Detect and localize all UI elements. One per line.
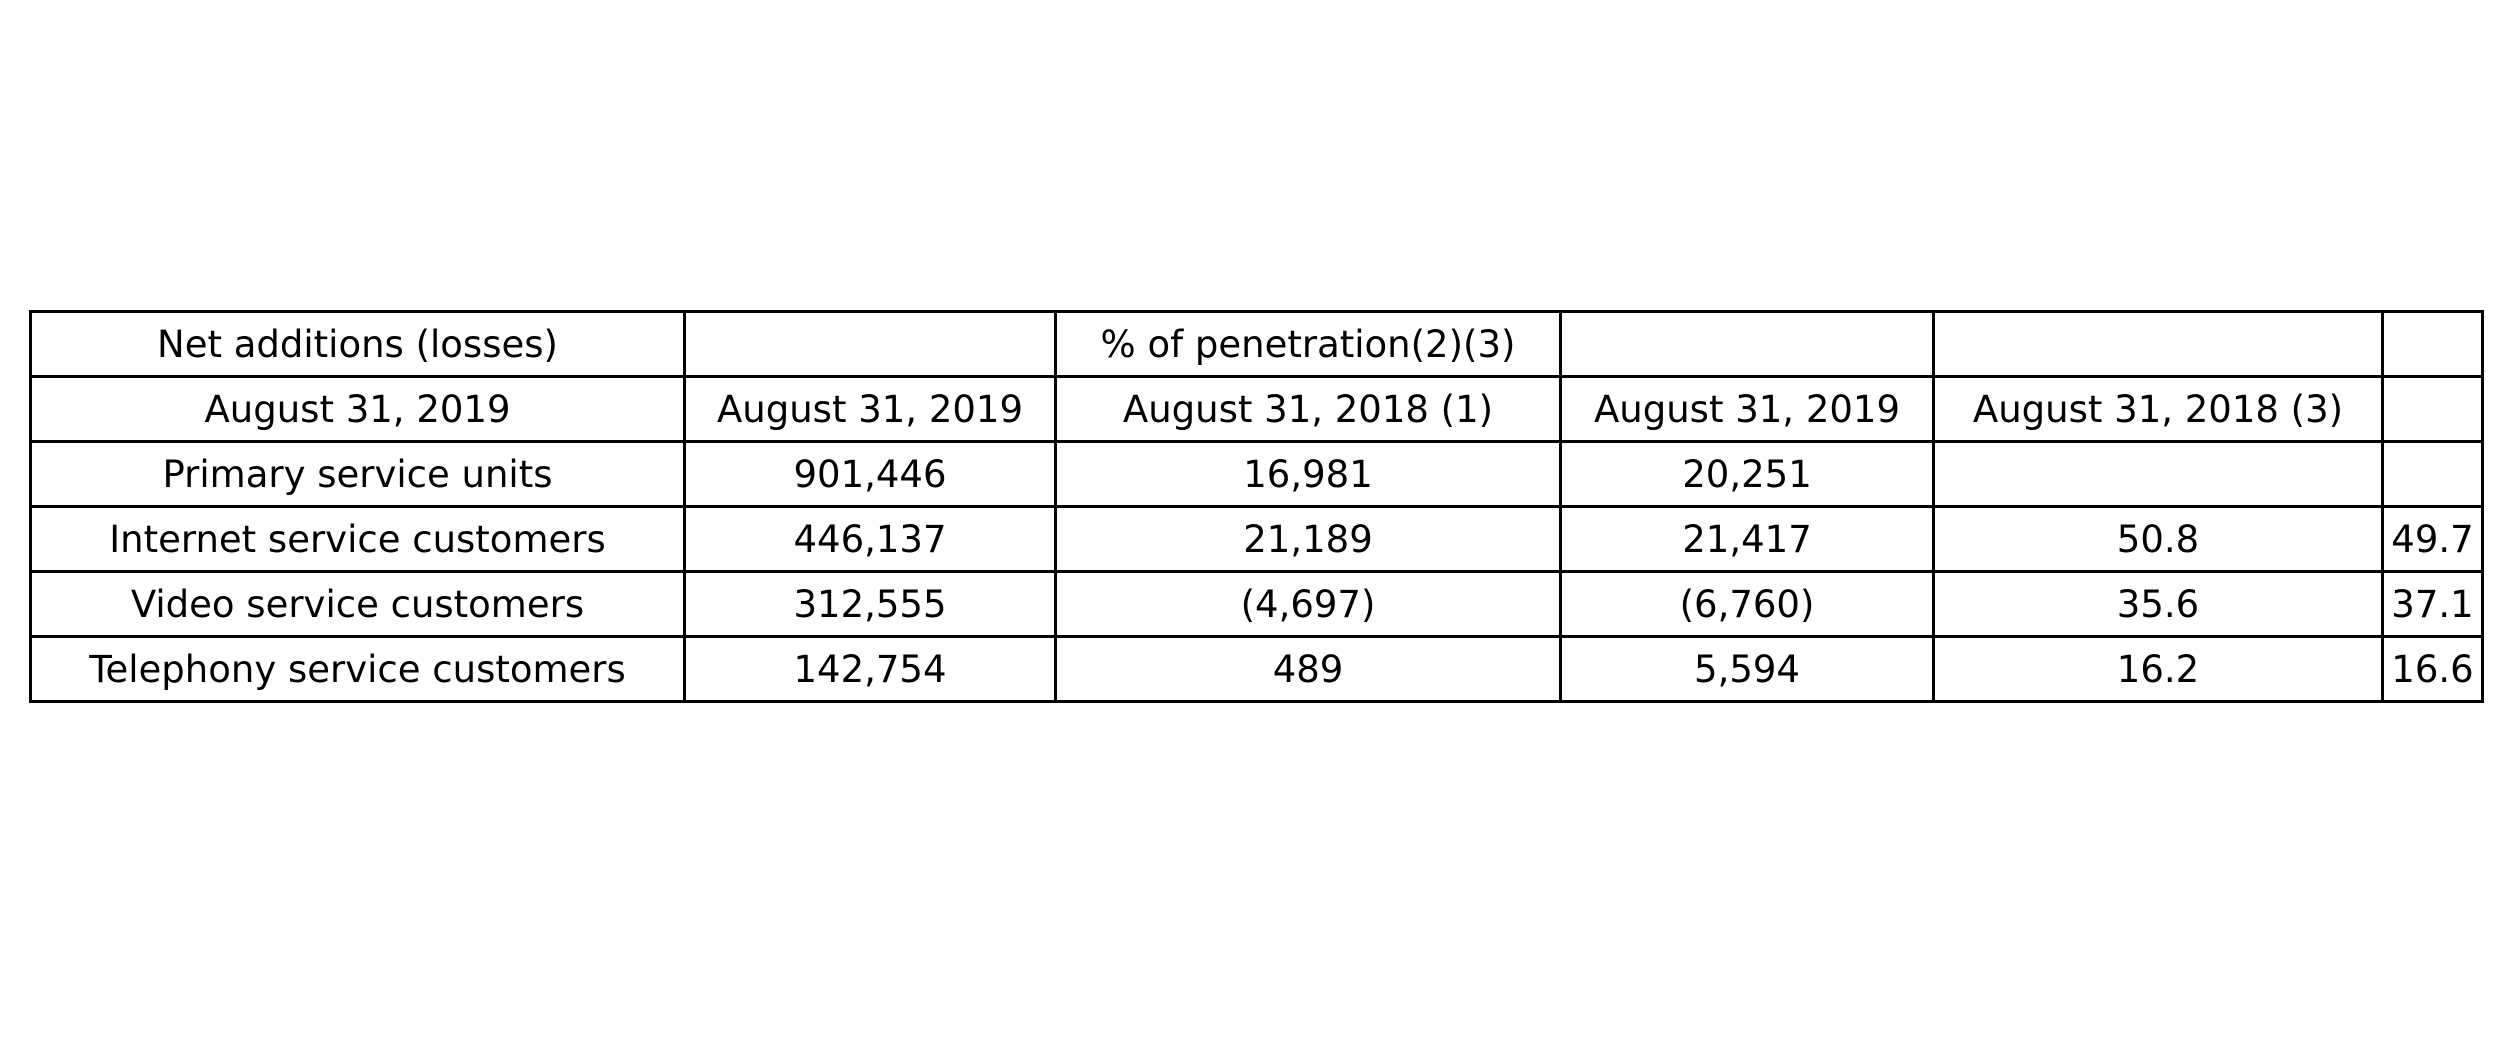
table-cell — [1932, 440, 2384, 508]
table-cell: August 31, 2019 — [1559, 375, 1935, 443]
table-cell: August 31, 2018 (1) — [1054, 375, 1562, 443]
table-cell: 37.1 — [2381, 570, 2484, 638]
table-cell: 5,594 — [1559, 635, 1935, 703]
table-cell — [2381, 375, 2484, 443]
table-cell: (6,760) — [1559, 570, 1935, 638]
table-cell — [683, 310, 1057, 378]
table-row: Net additions (losses) % of penetration(2… — [29, 310, 2484, 378]
table-cell: 16.6 — [2381, 635, 2484, 703]
table-row: Video service customers 312,555 (4,697) (6,… — [29, 570, 2484, 638]
table-cell: (4,697) — [1054, 570, 1562, 638]
table-cell: 21,417 — [1559, 505, 1935, 573]
table-cell: 50.8 — [1932, 505, 2384, 573]
table-cell — [2381, 440, 2484, 508]
table-row: Telephony service customers 142,754 489 5,5… — [29, 635, 2484, 703]
table-cell: 16.2 — [1932, 635, 2384, 703]
table-cell — [1559, 310, 1935, 378]
table-cell — [2381, 310, 2484, 378]
table-cell: 20,251 — [1559, 440, 1935, 508]
table-cell: Video service customers — [29, 570, 686, 638]
table-row: Internet service customers 446,137 21,189 2… — [29, 505, 2484, 573]
table-cell: 312,555 — [683, 570, 1057, 638]
table-cell: 901,446 — [683, 440, 1057, 508]
data-table-container: Net additions (losses) % of penetration(2… — [29, 310, 2484, 703]
table-cell: 35.6 — [1932, 570, 2384, 638]
table-cell: August 31, 2019 — [683, 375, 1057, 443]
table-cell — [1932, 310, 2384, 378]
table-cell: August 31, 2018 (3) — [1932, 375, 2384, 443]
table-row: August 31, 2019 August 31, 2019 August 31,… — [29, 375, 2484, 443]
table-cell: Net additions (losses) — [29, 310, 686, 378]
table-cell: 446,137 — [683, 505, 1057, 573]
table-body: Net additions (losses) % of penetration(2… — [29, 310, 2484, 703]
table-cell: 142,754 — [683, 635, 1057, 703]
table-cell: 21,189 — [1054, 505, 1562, 573]
table-cell: Internet service customers — [29, 505, 686, 573]
table-cell: 16,981 — [1054, 440, 1562, 508]
table-cell: 49.7 — [2381, 505, 2484, 573]
table-cell: Primary service units — [29, 440, 686, 508]
table-cell: 489 — [1054, 635, 1562, 703]
table-row: Primary service units 901,446 16,981 20,251 — [29, 440, 2484, 508]
table-cell: % of penetration(2)(3) — [1054, 310, 1562, 378]
data-table: Net additions (losses) % of penetration(2… — [29, 310, 2484, 703]
table-cell: Telephony service customers — [29, 635, 686, 703]
table-cell: August 31, 2019 — [29, 375, 686, 443]
